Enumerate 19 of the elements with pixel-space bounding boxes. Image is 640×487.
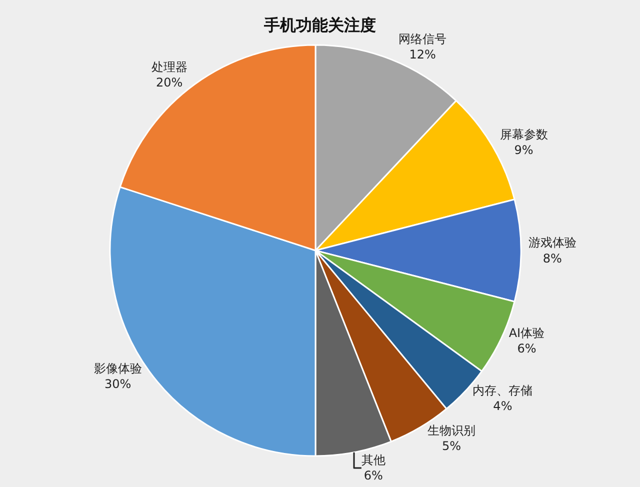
slice-label: 处理器 <box>151 60 188 74</box>
data-label: 8% <box>542 251 562 266</box>
slice-label: 其他 <box>361 453 386 468</box>
slice-label: 游戏体验 <box>528 236 576 250</box>
slice-label: 内存、存储 <box>472 383 533 398</box>
slice-label: 屏幕参数 <box>500 127 548 142</box>
data-label: 9% <box>514 142 534 157</box>
data-label: 30% <box>104 377 132 392</box>
slice-label: 网络信号 <box>398 32 447 46</box>
data-label: 12% <box>409 47 436 62</box>
slice-label: 影像体验 <box>94 362 142 376</box>
data-label: 6% <box>364 468 383 483</box>
slice-label: 生物识别 <box>428 424 476 438</box>
data-label: 6% <box>517 341 536 356</box>
data-label: 5% <box>442 439 462 454</box>
slice-label: AI体验 <box>508 326 545 340</box>
data-label: 4% <box>493 398 512 413</box>
data-label: 20% <box>156 75 183 90</box>
chart-title: 手机功能关注度 <box>263 16 376 35</box>
